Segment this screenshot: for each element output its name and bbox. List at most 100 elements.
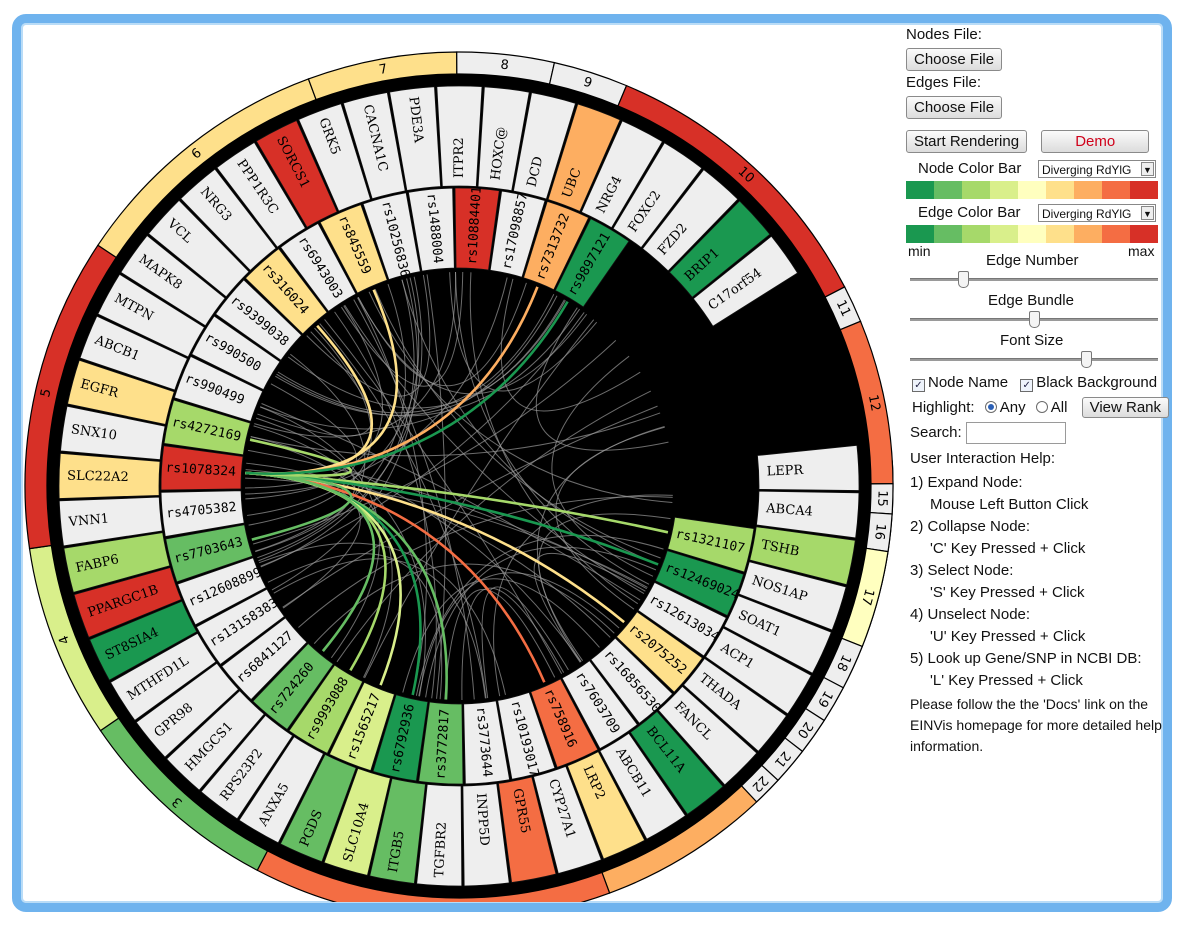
edge[interactable] <box>282 405 658 608</box>
gene-node[interactable] <box>323 767 391 876</box>
snp-node[interactable] <box>328 681 395 772</box>
gene-node[interactable] <box>668 200 771 298</box>
gene-node[interactable] <box>200 714 294 820</box>
gene-node[interactable] <box>120 234 226 327</box>
snp-node[interactable] <box>195 588 285 665</box>
snp-node[interactable] <box>160 445 244 491</box>
gene-node[interactable] <box>629 710 724 815</box>
snp-node[interactable] <box>165 524 254 583</box>
edge[interactable] <box>469 272 638 605</box>
edge[interactable] <box>306 274 431 397</box>
demo-button[interactable]: Demo <box>1041 130 1150 153</box>
gene-node[interactable] <box>148 199 250 298</box>
snp-node[interactable] <box>163 399 251 456</box>
edge[interactable] <box>245 471 353 541</box>
snp-node[interactable] <box>288 664 364 754</box>
edge[interactable] <box>259 542 506 696</box>
edge[interactable] <box>273 558 486 699</box>
edge[interactable] <box>368 291 673 504</box>
slider-thumb[interactable] <box>1029 311 1040 328</box>
search-input[interactable] <box>965 422 1066 444</box>
snp-node[interactable] <box>561 660 638 750</box>
gene-node[interactable] <box>298 103 372 212</box>
edge[interactable] <box>248 327 372 526</box>
snp-node[interactable] <box>497 691 556 780</box>
edge[interactable] <box>535 307 669 451</box>
edge[interactable] <box>374 288 661 559</box>
gene-node[interactable] <box>756 490 860 539</box>
edge[interactable] <box>401 279 659 565</box>
gene-node[interactable] <box>135 662 240 758</box>
edge[interactable] <box>538 513 671 661</box>
gene-node[interactable] <box>738 561 847 631</box>
snp-node[interactable] <box>530 678 599 768</box>
edge[interactable] <box>253 425 426 697</box>
font-size-slider[interactable] <box>910 351 1158 368</box>
edge[interactable] <box>341 272 464 387</box>
snp-node[interactable] <box>637 581 727 657</box>
chromosome-segment[interactable] <box>740 764 779 803</box>
edge[interactable] <box>533 553 646 663</box>
edge[interactable] <box>344 304 645 595</box>
snp-node[interactable] <box>280 222 357 312</box>
gene-node[interactable] <box>389 86 442 192</box>
snp-node[interactable] <box>554 218 630 308</box>
gene-node[interactable] <box>63 532 171 593</box>
gene-node[interactable] <box>255 119 338 228</box>
gene-node[interactable] <box>79 315 188 391</box>
snp-node[interactable] <box>418 701 464 785</box>
edge[interactable] <box>364 319 595 679</box>
snp-node[interactable] <box>252 642 334 730</box>
gene-node[interactable] <box>238 736 324 844</box>
start-rendering-button[interactable]: Start Rendering <box>906 130 1028 153</box>
gene-node[interactable] <box>342 92 406 200</box>
gene-node[interactable] <box>58 452 161 499</box>
highlight-all-radio[interactable] <box>1035 401 1048 413</box>
gene-node[interactable] <box>566 751 646 860</box>
highlight-any-radio[interactable] <box>984 401 997 413</box>
edges-choose-file-button[interactable]: Choose File <box>906 96 1003 119</box>
snp-node[interactable] <box>615 611 703 693</box>
black-background-checkbox[interactable]: ✓ <box>1020 379 1034 392</box>
edge[interactable] <box>246 277 420 516</box>
gene-node[interactable] <box>436 85 483 187</box>
edge[interactable] <box>500 278 641 412</box>
edge[interactable] <box>245 438 353 477</box>
snp-node[interactable] <box>667 516 755 573</box>
gene-node[interactable] <box>89 600 198 681</box>
gene-node[interactable] <box>580 120 663 229</box>
edge[interactable] <box>287 300 566 409</box>
snp-node[interactable] <box>221 617 308 701</box>
gene-node[interactable] <box>166 690 265 791</box>
edge-bundle-slider[interactable] <box>910 311 1158 328</box>
snp-node[interactable] <box>654 550 745 617</box>
snp-node[interactable] <box>177 557 267 626</box>
nodes-choose-file-button[interactable]: Choose File <box>906 48 1003 71</box>
gene-node[interactable] <box>369 777 426 884</box>
snp-node[interactable] <box>244 248 328 335</box>
edge-number-slider[interactable] <box>910 271 1158 288</box>
snp-node[interactable] <box>362 192 421 281</box>
edge[interactable] <box>275 299 565 416</box>
snp-node[interactable] <box>160 490 245 538</box>
snp-node[interactable] <box>173 355 264 422</box>
edge[interactable] <box>298 496 673 628</box>
gene-node[interactable] <box>416 783 463 887</box>
snp-node[interactable] <box>454 187 500 271</box>
gene-node[interactable] <box>97 273 205 358</box>
edge[interactable] <box>277 293 555 414</box>
snp-node[interactable] <box>489 190 546 278</box>
gene-node[interactable] <box>109 632 217 721</box>
gene-node[interactable] <box>180 168 277 272</box>
edge[interactable] <box>250 412 661 457</box>
gene-node[interactable] <box>462 783 510 887</box>
gene-node[interactable] <box>599 732 687 840</box>
gene-node[interactable] <box>692 235 799 327</box>
gene-node[interactable] <box>67 359 175 425</box>
edge-palette-select[interactable]: Diverging RdYlG ▼ <box>1038 204 1156 222</box>
edge[interactable] <box>357 297 428 696</box>
edge[interactable] <box>444 589 556 700</box>
node-palette-select[interactable]: Diverging RdYlG ▼ <box>1038 160 1156 178</box>
edge[interactable] <box>245 300 569 475</box>
snp-node[interactable] <box>319 204 388 294</box>
